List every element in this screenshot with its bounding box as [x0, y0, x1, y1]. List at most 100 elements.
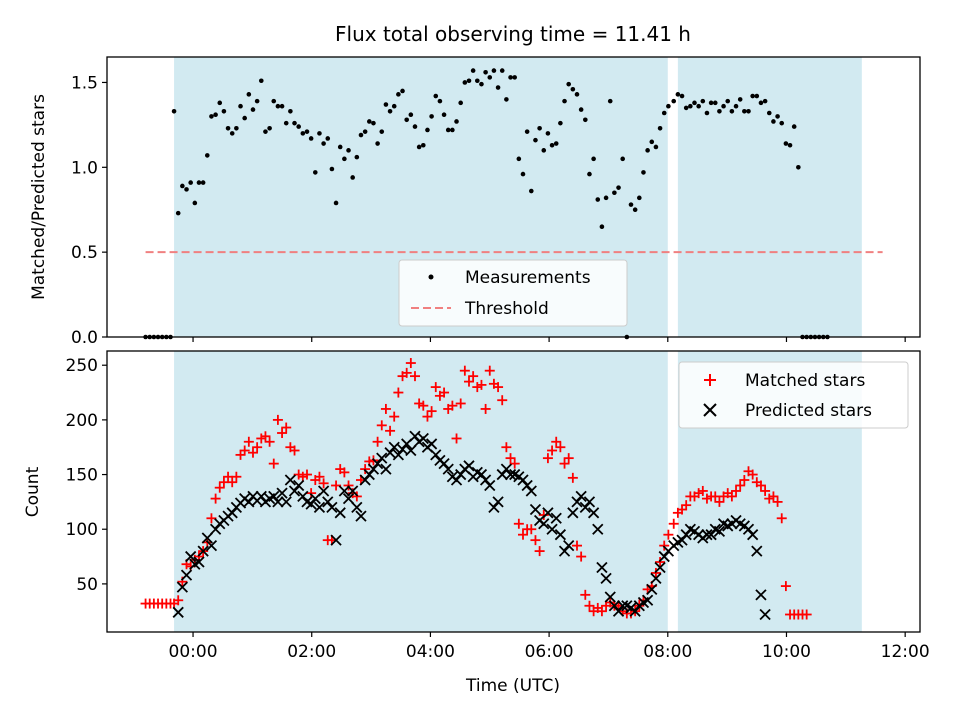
- predicted-star-point: [226, 507, 238, 519]
- legend-measurements-label: Measurements: [465, 268, 591, 288]
- measurement-point: [661, 110, 667, 116]
- measurement-point: [358, 132, 364, 138]
- matched-star-point: [772, 496, 783, 507]
- measurement-point: [350, 175, 355, 180]
- legend-predicted-marker: [703, 403, 717, 417]
- legend-matched-label: Matched stars: [745, 371, 865, 391]
- matched-star-point: [227, 477, 238, 488]
- measurement-point: [470, 68, 476, 73]
- matched-star-point: [513, 518, 524, 529]
- measurement-point: [512, 75, 517, 80]
- measurement-point: [200, 180, 206, 185]
- measurement-point: [400, 88, 405, 94]
- predicted-star-point: [388, 441, 400, 453]
- measurement-point: [184, 187, 189, 192]
- measurement-point: [209, 114, 214, 119]
- x-tick-label: 02:00: [287, 642, 336, 662]
- matched-star-point: [681, 500, 692, 511]
- matched-star-point: [731, 485, 742, 496]
- predicted-star-point: [334, 507, 346, 519]
- matched-star-point: [584, 600, 595, 611]
- matched-star-point: [780, 581, 791, 592]
- predicted-star-point: [371, 457, 384, 470]
- measurement-point: [700, 98, 706, 104]
- bottom-y-axis-label: Count: [23, 466, 43, 517]
- matched-star-point: [173, 595, 184, 606]
- bottom-x-ticks: 00:00 02:00 04:00 06:00 08:00 10:00 12:00: [169, 632, 930, 662]
- measurement-point: [321, 141, 326, 146]
- legend-threshold-label: Threshold: [464, 299, 549, 319]
- measurement-point: [520, 171, 526, 177]
- predicted-star-point: [201, 532, 213, 544]
- predicted-star-point: [455, 468, 467, 481]
- measurement-point: [196, 180, 202, 185]
- matched-star-point: [576, 551, 587, 562]
- measurement-point: [671, 98, 677, 104]
- measurement-point: [791, 124, 797, 129]
- predicted-star-point: [592, 523, 604, 535]
- y-tick-label: 50: [76, 575, 98, 595]
- predicted-star-point: [596, 561, 608, 574]
- predicted-star-point: [567, 507, 579, 519]
- measurement-point: [229, 131, 235, 136]
- matched-star-point: [476, 379, 487, 390]
- predicted-star-point: [351, 501, 363, 513]
- measurement-point: [729, 109, 735, 114]
- matched-star-point: [239, 445, 250, 456]
- measurement-point: [263, 129, 268, 134]
- measurement-point: [204, 153, 210, 158]
- matched-star-point: [526, 524, 537, 535]
- measurement-point: [762, 98, 768, 104]
- matched-star-point: [493, 382, 504, 393]
- measurement-point: [491, 68, 497, 73]
- predicted-star-point: [392, 449, 405, 461]
- measurement-point: [779, 120, 785, 126]
- predicted-star-point: [496, 468, 508, 481]
- predicted-star-point: [330, 534, 342, 546]
- measurement-point: [308, 136, 314, 141]
- measurement-point: [529, 188, 534, 194]
- predicted-star-point: [658, 550, 670, 563]
- measurement-point: [441, 112, 447, 117]
- measurement-point: [775, 114, 780, 119]
- measurement-point: [288, 109, 293, 114]
- matched-star-point: [389, 411, 400, 422]
- predicted-star-point: [676, 534, 688, 546]
- matched-star-point: [252, 442, 263, 453]
- matched-star-point: [697, 485, 708, 496]
- matched-star-point: [726, 491, 737, 502]
- measurement-point: [549, 142, 555, 148]
- measurement-point: [271, 98, 277, 104]
- predicted-star-point: [442, 463, 454, 475]
- matched-star-point: [542, 453, 553, 464]
- measurement-point: [570, 86, 576, 92]
- measurement-point: [383, 102, 389, 107]
- predicted-star-point: [430, 449, 442, 461]
- measurement-point: [599, 224, 605, 229]
- measurement-point: [375, 141, 380, 146]
- measurement-point: [304, 129, 310, 134]
- matched-star-point: [776, 513, 787, 524]
- measurement-point: [180, 183, 185, 189]
- matched-star-point: [401, 367, 412, 378]
- matched-star-point: [455, 398, 466, 409]
- matched-star-point: [555, 442, 566, 453]
- predicted-star-point: [554, 529, 567, 541]
- legend-measurements-marker: [428, 274, 434, 280]
- measurement-point: [495, 85, 501, 90]
- matched-star-point: [547, 445, 558, 456]
- measurement-point: [404, 117, 409, 123]
- measurement-point: [416, 144, 422, 150]
- matched-star-point: [655, 557, 666, 568]
- measurement-point: [337, 144, 343, 150]
- matched-star-point: [663, 529, 674, 540]
- predicted-star-point: [313, 501, 326, 513]
- predicted-star-point: [650, 572, 662, 585]
- matched-star-point: [659, 540, 670, 551]
- measurement-point: [641, 170, 646, 175]
- measurement-point: [574, 92, 580, 97]
- predicted-star-point: [450, 474, 463, 486]
- measurement-point: [333, 200, 339, 206]
- matched-star-point: [801, 609, 812, 620]
- predicted-star-point: [288, 485, 301, 497]
